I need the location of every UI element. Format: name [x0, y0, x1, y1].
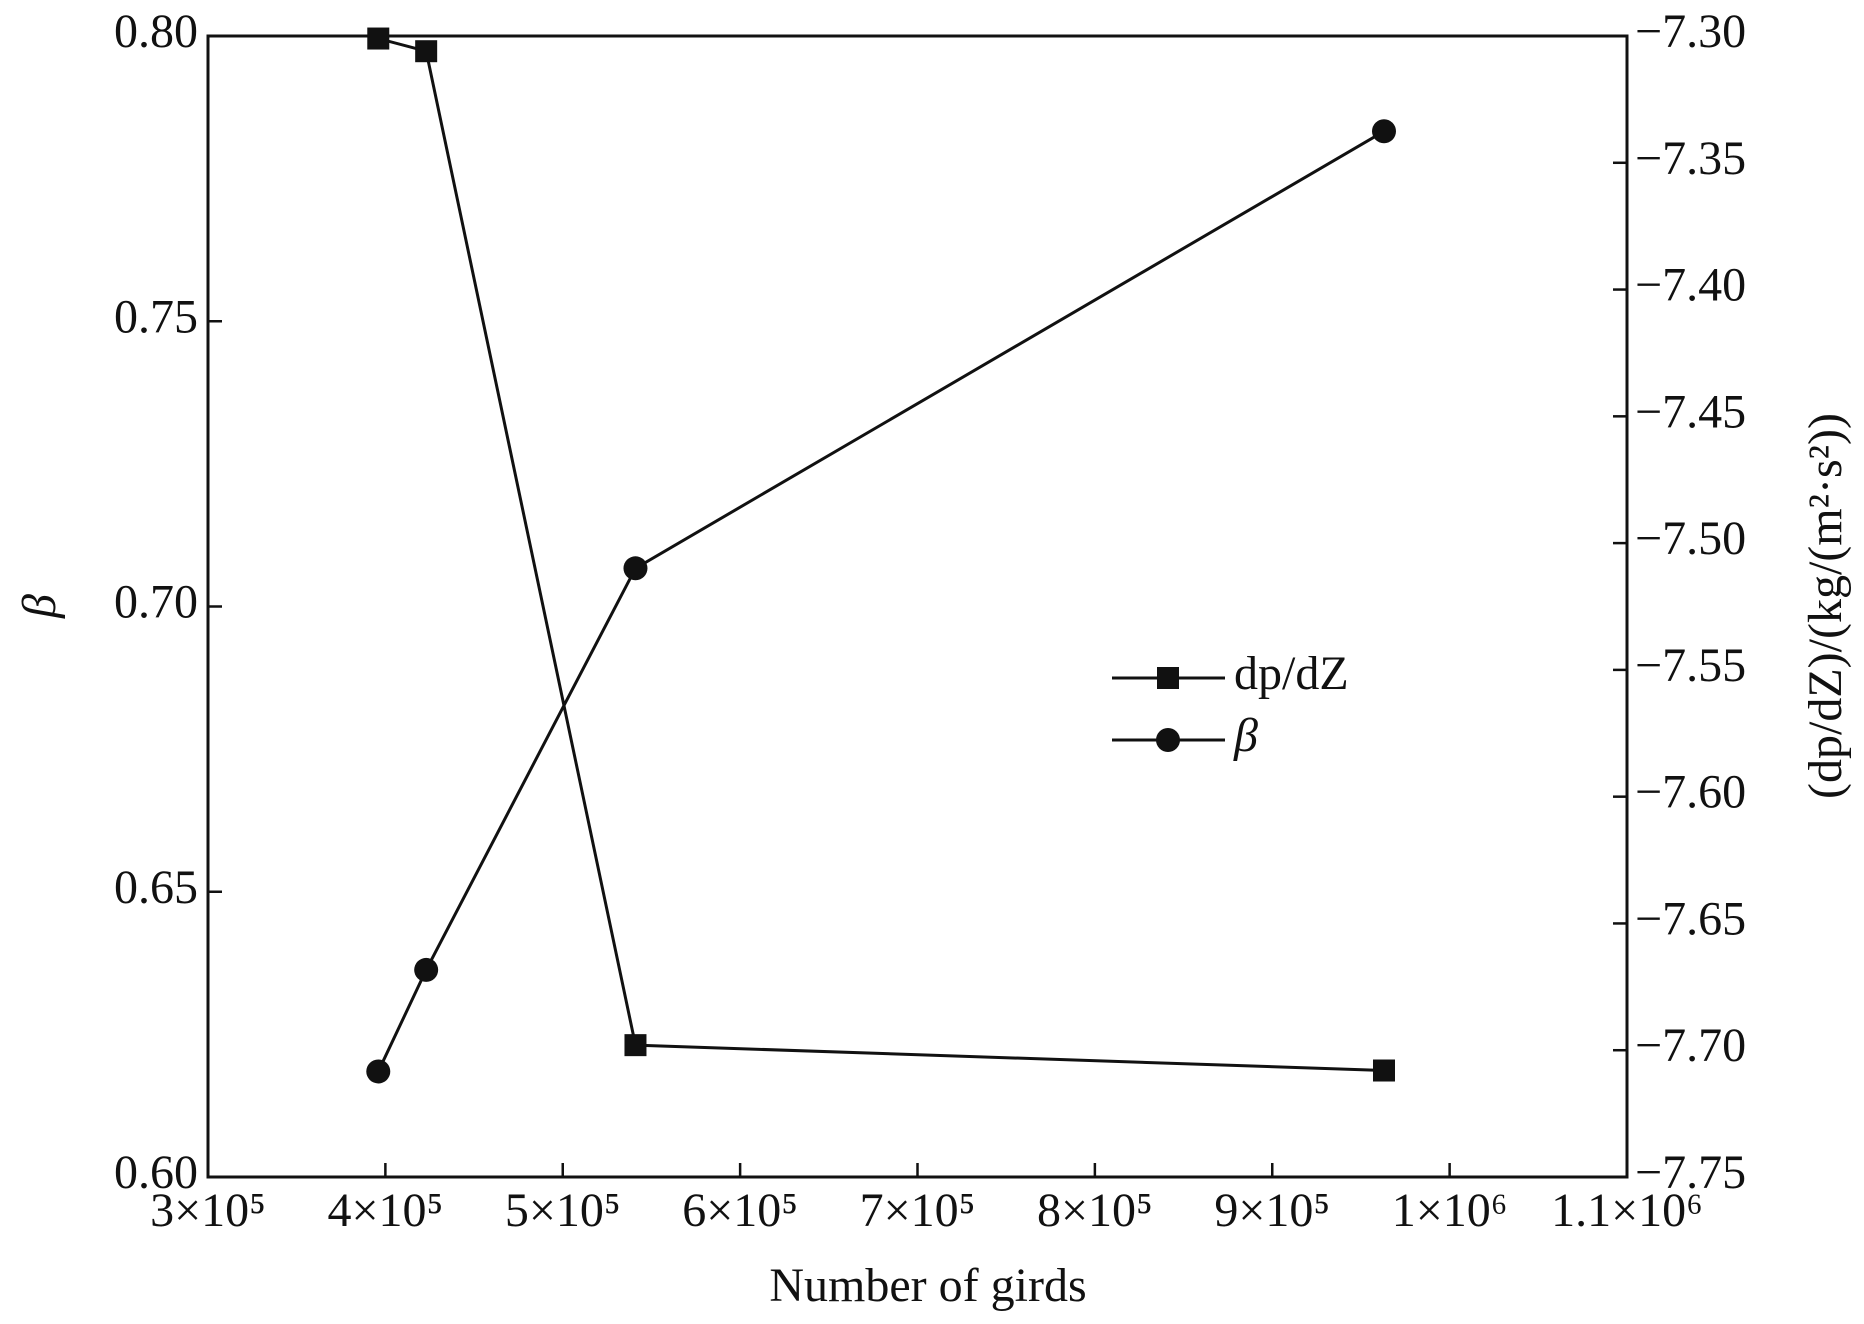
y-tick-label: 0.60 [114, 1146, 198, 1199]
y2-tick-label: −7.70 [1635, 1019, 1746, 1072]
marker [1371, 119, 1396, 144]
y2-tick-label: −7.35 [1635, 132, 1746, 185]
y2-axis-label: (dp/dZ)/(kg/(m²·s²)) [1799, 413, 1852, 799]
marker [1372, 1059, 1395, 1082]
marker [624, 1034, 647, 1057]
y-tick-label: 0.75 [114, 290, 198, 343]
y-tick-label: 0.65 [114, 861, 198, 914]
y2-tick-label: −7.30 [1635, 5, 1746, 58]
y2-tick-label: −7.65 [1635, 892, 1746, 945]
marker [366, 1059, 391, 1084]
x-tick-label: 5×10⁵ [505, 1184, 621, 1237]
marker [1156, 728, 1180, 752]
y-tick-label: 0.80 [114, 5, 198, 58]
legend-label: dp/dZ [1234, 647, 1349, 700]
marker [367, 27, 390, 50]
x-tick-label: 7×10⁵ [860, 1184, 976, 1237]
x-tick-label: 1×10⁶ [1392, 1184, 1508, 1237]
x-tick-label: 8×10⁵ [1037, 1184, 1153, 1237]
marker [623, 556, 648, 581]
legend-label: β [1233, 709, 1258, 762]
x-tick-label: 9×10⁵ [1214, 1184, 1330, 1237]
y-axis-label: β [13, 594, 66, 619]
marker [414, 957, 439, 982]
x-tick-label: 3×10⁵ [150, 1184, 266, 1237]
y-tick-label: 0.70 [114, 576, 198, 629]
y2-tick-label: −7.60 [1635, 766, 1746, 819]
marker [1157, 667, 1179, 689]
y2-tick-label: −7.45 [1635, 385, 1746, 438]
y2-tick-label: −7.75 [1635, 1146, 1746, 1199]
x-tick-label: 4×10⁵ [327, 1184, 443, 1237]
x-tick-label: 6×10⁵ [682, 1184, 798, 1237]
y2-tick-label: −7.50 [1635, 512, 1746, 565]
y2-tick-label: −7.40 [1635, 259, 1746, 312]
series-line [377, 37, 1385, 1073]
x-axis-label: Number of girds [769, 1259, 1086, 1312]
series-line [376, 129, 1385, 1073]
plot-frame [206, 34, 1629, 1179]
marker [415, 40, 438, 63]
x-tick-label: 1.1×10⁶ [1551, 1184, 1703, 1237]
y2-tick-label: −7.55 [1635, 639, 1746, 692]
